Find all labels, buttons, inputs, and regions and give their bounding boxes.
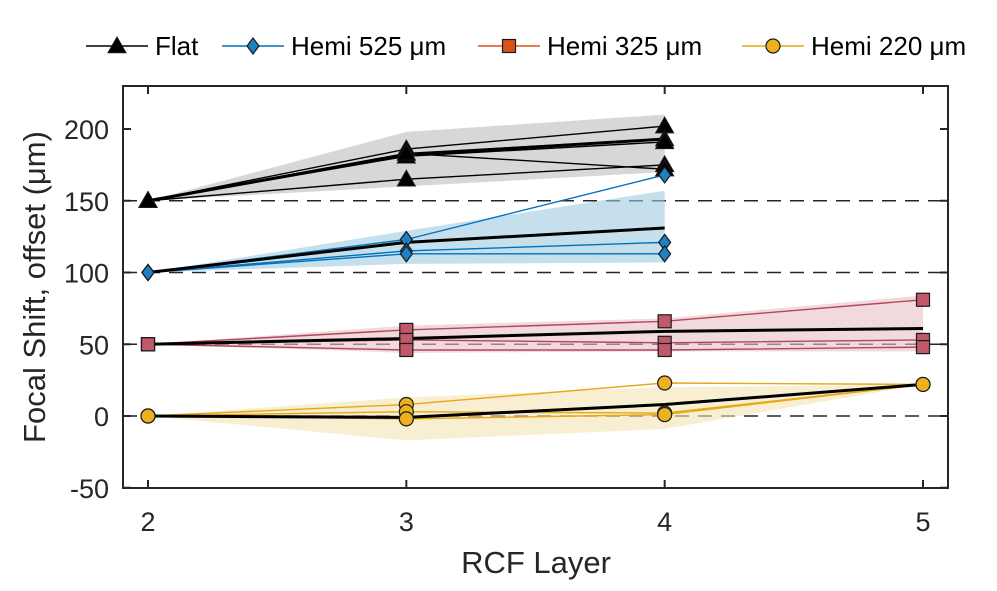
data-point: [654, 131, 675, 150]
axes-frame: [122, 85, 949, 489]
legend-marker: [765, 38, 781, 54]
y-tick-label: -50: [70, 474, 109, 504]
legend-marker: [246, 37, 260, 55]
legend-item: Hemi 325 μm: [478, 31, 702, 61]
data-point: [399, 342, 414, 358]
data-point: [140, 337, 156, 352]
data-point: [141, 263, 155, 282]
data-point: [396, 143, 417, 161]
legend-item: Hemi 525 μm: [222, 31, 446, 61]
run-line: [147, 299, 924, 345]
data-point: [915, 340, 931, 355]
y-tick-label: 50: [79, 330, 109, 360]
legend-item: Hemi 220 μm: [742, 31, 966, 61]
data-point: [398, 411, 414, 427]
data-markers: [138, 116, 931, 427]
x-tick-label: 5: [915, 507, 930, 537]
data-point: [396, 169, 417, 187]
y-axis-label: Focal Shift, offset (μm): [17, 131, 52, 443]
data-point: [915, 292, 931, 307]
data-point: [657, 165, 672, 184]
legend: Flat Hemi 525 μm Hemi 325 μm Hemi 220 μm: [86, 31, 966, 61]
x-axis-label: RCF Layer: [461, 545, 611, 580]
y-tick-label: 100: [64, 259, 109, 289]
legend-marker: [107, 35, 127, 54]
legend-label: Hemi 325 μm: [547, 31, 702, 61]
run-line: [147, 382, 924, 417]
data-point: [140, 408, 156, 424]
data-point: [915, 376, 931, 393]
mean-line: [147, 382, 924, 419]
plot-area: 2 3 4 5 -50 0 50 100 150 200: [64, 85, 949, 537]
legend-marker: [501, 38, 517, 54]
data-point: [399, 244, 414, 263]
data-point: [657, 375, 673, 391]
run-line: [147, 343, 924, 351]
legend-item: Flat: [86, 31, 199, 61]
y-tick-label: 0: [94, 402, 109, 432]
axis-ticks: 2 3 4 5 -50 0 50 100 150 200: [64, 86, 948, 537]
legend-label: Hemi 525 μm: [291, 31, 446, 61]
x-tick-label: 2: [140, 507, 155, 537]
data-point: [657, 244, 672, 263]
y-tick-label: 200: [64, 115, 109, 145]
data-point: [138, 190, 158, 208]
data-point: [657, 406, 673, 423]
legend-label: Flat: [155, 31, 199, 61]
data-point: [657, 342, 672, 358]
y-tick-label: 150: [64, 187, 109, 217]
x-tick-label: 4: [657, 507, 672, 537]
legend-label: Hemi 220 μm: [811, 31, 966, 61]
data-point: [657, 314, 672, 329]
mean-line: [147, 326, 924, 346]
x-tick-label: 3: [399, 507, 414, 537]
